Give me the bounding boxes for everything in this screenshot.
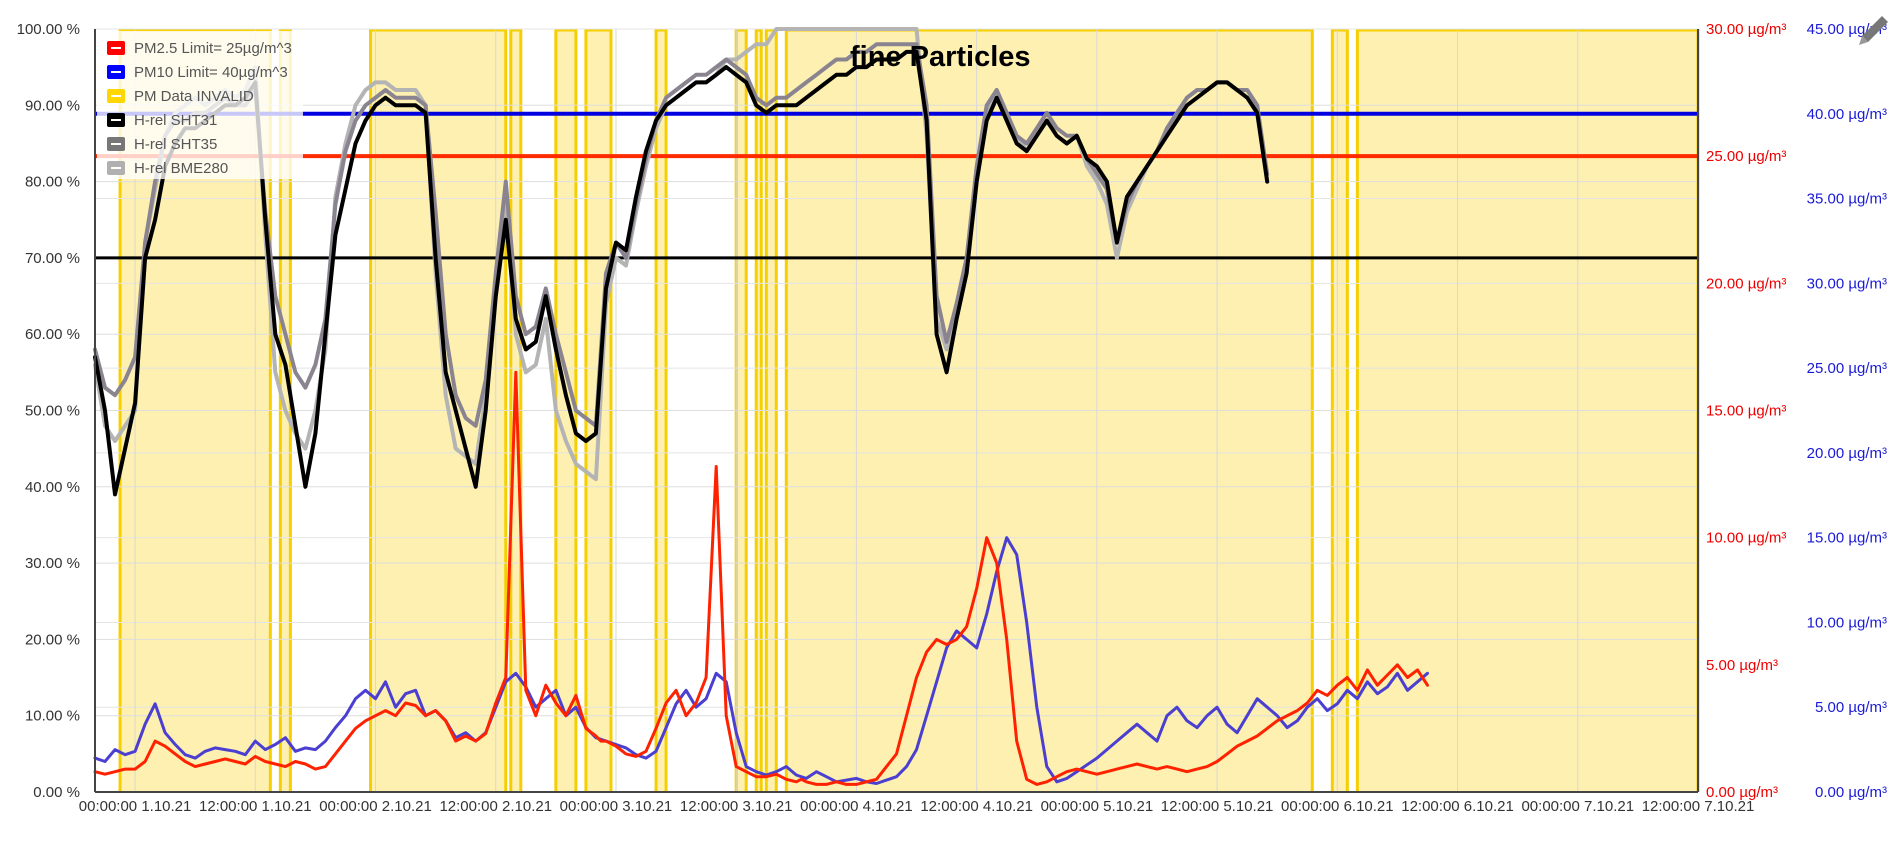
x-axis-tick-label: 12:00:00 3.10.21: [680, 798, 793, 815]
legend-item-label: PM10 Limit= 40µg/m^3: [134, 64, 288, 81]
series-line-pm10: [93, 536, 1429, 785]
x-axis-tick-label: 00:00:00 1.10.21: [79, 798, 192, 815]
right-axis-tick-label: 25.00 µg/m³: [1807, 360, 1887, 377]
right-axis-tick-label: 40.00 µg/m³: [1807, 106, 1887, 123]
left-axis-tick-label: 50.00 %: [25, 403, 80, 420]
right-axis-tick-label: 10.00 µg/m³: [1807, 614, 1887, 631]
x-axis-tick-label: 00:00:00 2.10.21: [319, 798, 432, 815]
left-axis-tick-label: 20.00 %: [25, 631, 80, 648]
left-axis-tick-label: 40.00 %: [25, 479, 80, 496]
right-axis-tick-label: 20.00 µg/m³: [1807, 445, 1887, 462]
x-axis-tick-label: 12:00:00 5.10.21: [1161, 798, 1274, 815]
series-line-h-rel-sht31: [93, 49, 1270, 497]
legend-icon-dash: [111, 47, 121, 49]
legend-icon-dash: [111, 71, 121, 73]
legend-background: [97, 31, 303, 179]
x-axis-tick-label: 00:00:00 5.10.21: [1041, 798, 1154, 815]
left-axis-tick-label: 60.00 %: [25, 326, 80, 343]
legend-icon-dash: [111, 143, 121, 145]
right-axis-tick-label: 30.00 µg/m³: [1807, 275, 1887, 292]
x-axis-tick-label: 00:00:00 7.10.21: [1521, 798, 1634, 815]
pencil-icon[interactable]: [1859, 16, 1888, 45]
left-axis-tick-label: 70.00 %: [25, 250, 80, 267]
x-axis-tick-label: 12:00:00 2.10.21: [439, 798, 552, 815]
x-axis-tick-label: 12:00:00 4.10.21: [920, 798, 1033, 815]
middle-axis-tick-label: 20.00 µg/m³: [1706, 275, 1786, 292]
legend-icon-dash: [111, 119, 121, 121]
x-axis-tick-label: 00:00:00 6.10.21: [1281, 798, 1394, 815]
x-axis-tick-label: 00:00:00 4.10.21: [800, 798, 913, 815]
x-axis-tick-label: 00:00:00 3.10.21: [560, 798, 673, 815]
legend-item-label: PM Data INVALID: [134, 88, 254, 105]
pencil-tip: [1859, 36, 1868, 45]
right-axis-tick-label: 5.00 µg/m³: [1815, 699, 1887, 716]
legend-item-label: H-rel SHT31: [134, 112, 217, 129]
series-lines: [93, 27, 1429, 786]
left-axis-tick-label: 80.00 %: [25, 174, 80, 191]
left-axis-tick-label: 100.00 %: [17, 21, 80, 38]
middle-axis-tick-label: 5.00 µg/m³: [1706, 657, 1778, 674]
legend-item-label: H-rel SHT35: [134, 136, 217, 153]
pencil-body: [1862, 16, 1888, 42]
legend-item-label: H-rel BME280: [134, 160, 228, 177]
series-line-pm2-5: [93, 370, 1429, 786]
legend[interactable]: PM2.5 Limit= 25µg/m^3 PM10 Limit= 40µg/m^…: [97, 31, 303, 179]
chart-title: fine Particles: [850, 41, 1031, 73]
x-axis-tick-label: 12:00:00 1.10.21: [199, 798, 312, 815]
right-axis-tick-label: 15.00 µg/m³: [1807, 530, 1887, 547]
x-axis-tick-label: 12:00:00 7.10.21: [1642, 798, 1755, 815]
middle-axis-tick-label: 10.00 µg/m³: [1706, 530, 1786, 547]
series-line-h-rel-sht35: [93, 42, 1270, 428]
x-axis-tick-label: 12:00:00 6.10.21: [1401, 798, 1514, 815]
legend-icon-dash: [111, 95, 121, 97]
left-axis-tick-label: 10.00 %: [25, 708, 80, 725]
right-axis-tick-label: 0.00 µg/m³: [1815, 784, 1887, 801]
middle-axis-tick-label: 30.00 µg/m³: [1706, 21, 1786, 38]
right-axis-tick-label: 35.00 µg/m³: [1807, 191, 1887, 208]
left-axis-tick-label: 0.00 %: [33, 784, 80, 801]
legend-item-label: PM2.5 Limit= 25µg/m^3: [134, 40, 292, 57]
left-axis-tick-label: 30.00 %: [25, 555, 80, 572]
axes: [94, 29, 1699, 793]
left-axis-tick-label: 90.00 %: [25, 97, 80, 114]
legend-icon-dash: [111, 167, 121, 169]
middle-axis-tick-label: 25.00 µg/m³: [1706, 148, 1786, 165]
middle-axis-tick-label: 15.00 µg/m³: [1706, 403, 1786, 420]
tick-labels: 0.00 % 10.00 % 20.00 % 30.00 % 40.00 % 50.00 …: [17, 21, 1887, 815]
middle-axis-tick-label: 0.00 µg/m³: [1706, 784, 1778, 801]
